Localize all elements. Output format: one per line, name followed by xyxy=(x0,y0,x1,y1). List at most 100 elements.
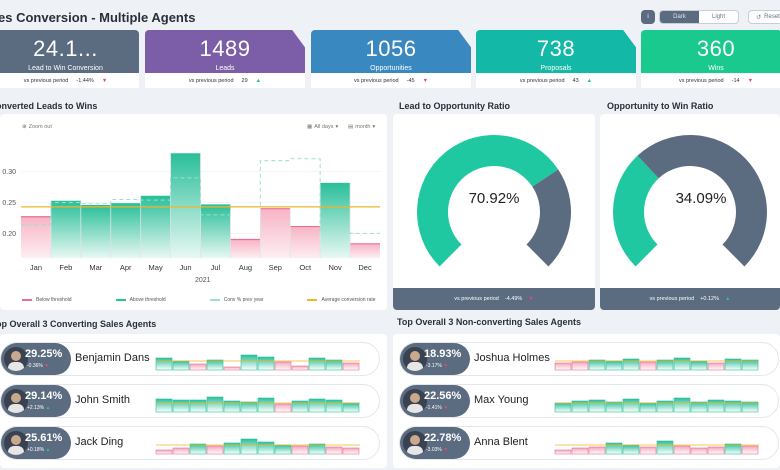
agent-pill: 25.61% +0.18% ▲ xyxy=(1,427,71,459)
down-arrow-icon: ▼ xyxy=(747,77,754,84)
lead-opportunity-gauge xyxy=(417,135,571,267)
agent-row[interactable]: 22.56% -1.41% ▼ Max Young xyxy=(399,384,779,418)
agent-bar xyxy=(724,358,742,371)
conversion-trend-chart[interactable]: 0.20 0.25 0.30 Jan Feb Mar Apr May Jun Jul Aug Sep O… xyxy=(0,114,387,310)
avatar xyxy=(403,347,427,371)
agent-bar xyxy=(291,445,309,455)
avatar xyxy=(4,431,28,455)
kpi-comparison: vs previous period -1.44% ▼ xyxy=(0,73,139,88)
agent-row[interactable]: 29.14% +2.13% ▲ John Smith xyxy=(0,384,380,418)
avatar xyxy=(403,389,427,413)
agent-bar xyxy=(639,361,657,371)
agent-bar xyxy=(206,445,224,455)
kpi-label: Leads xyxy=(215,65,235,72)
avatar xyxy=(4,347,28,371)
month-bar xyxy=(140,196,171,258)
agent-bar xyxy=(622,398,640,413)
chart-legend: Below threshold Above threshold Conv % p… xyxy=(22,297,376,303)
agent-name: Jack Ding xyxy=(75,436,124,448)
x-tick-label: Sep xyxy=(269,263,282,272)
month-dropdown[interactable]: ▤ month ▾ xyxy=(348,124,376,130)
x-axis-year-label: 2021 xyxy=(195,277,211,284)
granularity-icon: ▤ xyxy=(348,124,354,130)
agent-bar xyxy=(325,446,343,455)
agent-bar xyxy=(656,359,674,371)
lead-opportunity-panel: 70.92% vs previous period -4.49% ▼ xyxy=(393,114,595,310)
down-arrow-icon: ▼ xyxy=(443,405,449,411)
agent-bar xyxy=(605,442,623,455)
zoom-out-button[interactable]: ⊕ Zoom out xyxy=(22,124,52,130)
agent-bar xyxy=(741,445,759,455)
agent-row[interactable]: 25.61% +0.18% ▲ Jack Ding xyxy=(0,426,380,460)
prev-year-line xyxy=(21,158,380,234)
opportunity-win-gauge xyxy=(613,135,767,267)
x-tick-label: Jul xyxy=(211,263,221,272)
x-tick-label: Dec xyxy=(358,263,372,272)
agent-delta: -3.17% ▼ xyxy=(426,363,449,369)
agent-bar xyxy=(291,400,309,413)
agent-bar xyxy=(673,445,691,455)
gauge-comparison: vs previous period -4.49% ▼ xyxy=(393,288,595,310)
down-arrow-icon: ▼ xyxy=(422,77,429,84)
agent-row[interactable]: 22.78% -3.03% ▼ Anna Blent xyxy=(399,426,779,460)
agent-bar xyxy=(291,365,309,371)
agent-name: Anna Blent xyxy=(474,436,528,448)
agent-sparkline xyxy=(554,357,759,371)
agent-name: Benjamin Dans xyxy=(75,352,150,364)
agent-name: Max Young xyxy=(474,394,529,406)
trend-title: onverted Leads to Wins xyxy=(0,101,98,111)
legend-above: Above threshold xyxy=(115,297,166,303)
agent-bar xyxy=(240,354,258,371)
agent-bar xyxy=(622,444,640,455)
agent-bar xyxy=(554,362,572,371)
agent-bar xyxy=(155,357,173,371)
theme-toggle[interactable]: Dark Light xyxy=(659,10,739,24)
kpi-tile-lead-to-win-conversion[interactable]: 24.1... Lead to Win Conversion vs previous… xyxy=(0,30,139,88)
theme-dark-option[interactable]: Dark xyxy=(660,11,699,23)
agent-pill: 18.93% -3.17% ▼ xyxy=(400,343,470,375)
agent-bar xyxy=(257,356,275,371)
agent-bar xyxy=(588,446,606,455)
agent-bar xyxy=(274,444,292,455)
theme-light-option[interactable]: Light xyxy=(711,14,725,20)
agent-bar xyxy=(605,360,623,371)
gauge-value: 70.92% xyxy=(468,190,520,207)
agent-sparkline xyxy=(155,354,360,371)
info-button[interactable]: i xyxy=(641,10,655,24)
agent-sparkline xyxy=(155,438,360,455)
month-bar xyxy=(110,203,141,258)
all-days-dropdown[interactable]: ▦ All days ▾ xyxy=(307,124,339,130)
agent-bar xyxy=(588,399,606,413)
agent-bar xyxy=(690,447,708,455)
agent-bar xyxy=(707,362,725,371)
agent-bar xyxy=(257,441,275,455)
agent-delta: -3.03% ▼ xyxy=(426,447,449,453)
chevron-down-icon: ▾ xyxy=(372,124,376,130)
agent-bar xyxy=(605,401,623,413)
month-bar xyxy=(260,208,291,258)
reset-button[interactable]: ↺ Reset xyxy=(748,10,780,24)
kpi-tile-opportunities[interactable]: 1056 Opportunities vs previous period -45 ▼ xyxy=(311,30,471,88)
kpi-tile-proposals[interactable]: 738 Proposals vs previous period 43 ▲ xyxy=(476,30,636,88)
agent-conversion: 18.93% xyxy=(424,348,462,360)
down-arrow-icon: ▼ xyxy=(443,363,449,369)
kpi-label: Proposals xyxy=(540,65,572,72)
agent-row[interactable]: 18.93% -3.17% ▼ Joshua Holmes xyxy=(399,342,779,376)
agent-bar xyxy=(741,359,759,371)
kpi-tile-wins[interactable]: 360 Wins vs previous period -14 ▼ xyxy=(641,30,780,88)
down-arrow-icon: ▼ xyxy=(443,447,449,453)
agent-sparkline xyxy=(554,397,759,413)
agent-bar xyxy=(656,400,674,413)
chevron-down-icon: ▾ xyxy=(335,124,339,130)
agent-row[interactable]: 29.25% -0.36% ▼ Benjamin Dans xyxy=(0,342,380,376)
agent-bar xyxy=(325,399,343,413)
reset-icon: ↺ xyxy=(756,14,762,21)
agent-bar xyxy=(155,449,173,455)
agent-conversion: 25.61% xyxy=(25,432,63,444)
agent-bar xyxy=(639,402,657,413)
agent-bar xyxy=(223,442,241,455)
x-tick-label: Jun xyxy=(179,263,191,272)
kpi-tile-leads[interactable]: 1489 Leads vs previous period 29 ▲ xyxy=(145,30,305,88)
month-bar xyxy=(230,239,261,258)
agent-bar xyxy=(707,446,725,455)
